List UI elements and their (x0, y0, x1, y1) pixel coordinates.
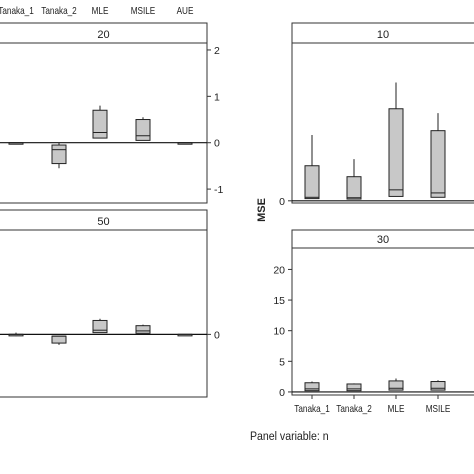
box-0 (304, 382, 320, 392)
panel-frame (291, 42, 474, 204)
box-0 (304, 165, 320, 200)
x-tick-label: MSILE (131, 5, 156, 16)
y-tick-label: 5 (279, 356, 285, 368)
box-1 (346, 383, 362, 392)
box-1 (51, 335, 67, 344)
panel-strip-label: 20 (97, 29, 109, 41)
x-tick-label: Tanaka_1 (294, 403, 329, 414)
panel-strip (291, 229, 474, 249)
box-3 (430, 381, 446, 391)
box-2 (388, 108, 404, 197)
x-tick-label: AUE (177, 5, 194, 16)
y-tick-label: 20 (273, 264, 285, 276)
panel-frame (291, 247, 474, 396)
y-tick-label: 10 (273, 326, 285, 338)
y-axis-title: MSE (256, 198, 268, 222)
x-tick-label: Tanaka_2 (336, 403, 371, 414)
box-1 (346, 176, 362, 200)
box-1 (51, 144, 67, 165)
box-2 (388, 380, 404, 391)
x-tick-label: MLE (92, 5, 109, 16)
y-tick-label: 1 (214, 91, 220, 103)
panel-strip-label: 10 (377, 29, 389, 41)
y-tick-label: -1 (214, 184, 223, 196)
y-tick-label: 15 (273, 295, 285, 307)
y-tick-label: 0 (279, 196, 285, 208)
panel-strip-label: 30 (377, 234, 389, 246)
panel-strip (0, 209, 208, 231)
x-tick-label: MSILE (426, 403, 451, 414)
panel-strip (291, 22, 474, 44)
y-tick-label: 0 (214, 329, 220, 341)
panel-frame (0, 229, 208, 398)
box-3 (135, 325, 151, 334)
x-tick-label: Tanaka_1 (0, 5, 34, 16)
x-tick-label: MLE (388, 403, 405, 414)
panel-variable-caption: Panel variable: n (250, 430, 329, 443)
panel-strip (0, 22, 208, 44)
y-tick-label: 0 (279, 387, 285, 399)
y-tick-label: 0 (214, 138, 220, 150)
x-tick-label: Tanaka_2 (41, 5, 76, 16)
box-3 (430, 130, 446, 198)
box-2 (92, 319, 108, 334)
box-3 (135, 119, 151, 141)
panel-strip-label: 50 (97, 216, 109, 228)
box-2 (92, 109, 108, 139)
y-tick-label: 2 (214, 45, 220, 57)
